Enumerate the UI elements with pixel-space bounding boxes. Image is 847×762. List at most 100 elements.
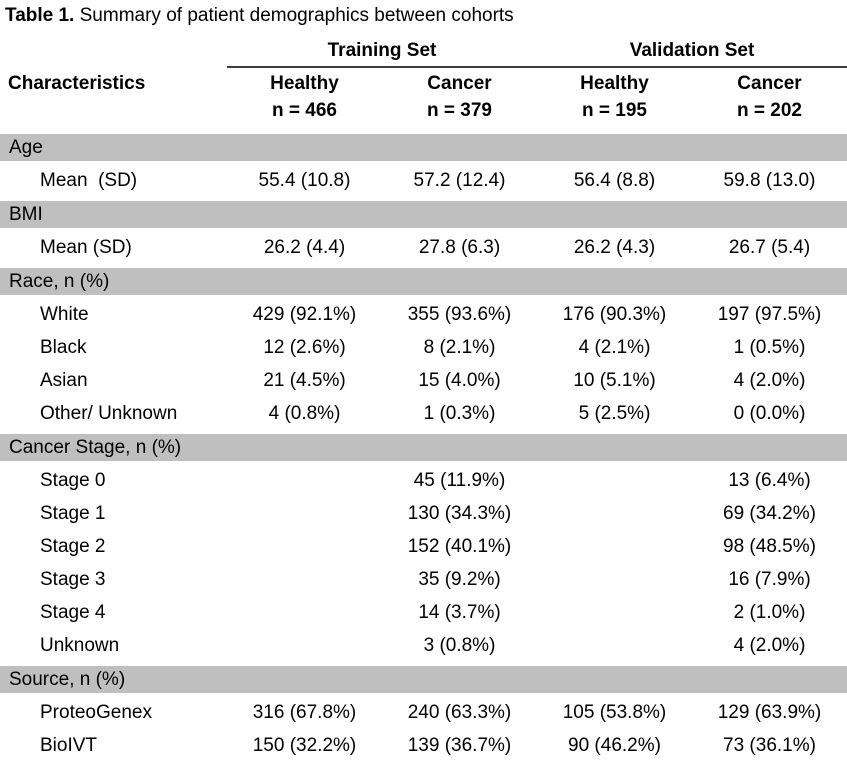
cell-value bbox=[227, 497, 382, 530]
cell-value bbox=[537, 463, 692, 498]
corner-spacer bbox=[0, 35, 227, 67]
section-header: Race, n (%) bbox=[0, 264, 847, 298]
section-band-row: Cancer Stage, n (%) bbox=[0, 430, 847, 464]
table-row: Mean (SD) 26.2 (4.4) 27.8 (6.3) 26.2 (4.3) 2… bbox=[0, 230, 847, 267]
table-row: Stage 2 152 (40.1%) 98 (48.5%) bbox=[0, 530, 847, 563]
cell-value bbox=[227, 596, 382, 629]
cell-value: 45 (11.9%) bbox=[413, 469, 506, 491]
cell-value: 152 (40.1%) bbox=[407, 535, 512, 557]
table-row: ProteoGenex 316 (67.8%) 240 (63.3%) 105 (53… bbox=[0, 695, 847, 730]
cell-value: 15 (4.0%) bbox=[418, 369, 501, 391]
cell-value: 59.8 (13.0) bbox=[723, 169, 816, 191]
cell-value: 1 (0.3%) bbox=[423, 402, 496, 424]
cell-value: 26.2 (4.4) bbox=[263, 236, 346, 258]
cell-value: 105 (53.8%) bbox=[562, 701, 667, 723]
table-title-text: Summary of patient demographics between … bbox=[79, 5, 514, 26]
demographics-table: Training Set Validation Set Characterist… bbox=[0, 35, 847, 762]
row-label: White bbox=[40, 303, 89, 325]
cell-value: 26.2 (4.3) bbox=[573, 236, 656, 258]
sample-size-training-healthy: n = 466 bbox=[272, 100, 337, 121]
cell-value: 98 (48.5%) bbox=[723, 535, 816, 557]
sample-size-validation-cancer: n = 202 bbox=[737, 100, 802, 121]
cell-value: 130 (34.3%) bbox=[407, 502, 512, 524]
cell-value: 21 (4.5%) bbox=[263, 369, 346, 391]
row-label: Stage 3 bbox=[40, 568, 106, 590]
cell-value: 14 (3.7%) bbox=[418, 601, 501, 623]
table-row: Stage 4 14 (3.7%) 2 (1.0%) bbox=[0, 596, 847, 629]
cell-value bbox=[227, 463, 382, 498]
characteristics-header: Characteristics bbox=[8, 72, 146, 94]
table-header: Training Set Validation Set Characterist… bbox=[0, 35, 847, 132]
cell-value: 1 (0.5%) bbox=[733, 336, 806, 358]
cell-value: 12 (2.6%) bbox=[263, 336, 346, 358]
column-group-row: Training Set Validation Set bbox=[0, 35, 847, 68]
row-label: Black bbox=[40, 336, 87, 358]
cell-value bbox=[227, 563, 382, 596]
cell-value: 73 (36.1%) bbox=[723, 734, 816, 756]
cell-value: 4 (0.8%) bbox=[268, 402, 341, 424]
table-row: White 429 (92.1%) 355 (93.6%) 176 (90.3%) 19… bbox=[0, 297, 847, 332]
cell-value: 240 (63.3%) bbox=[407, 701, 512, 723]
cell-value bbox=[537, 497, 692, 530]
cell-value: 4 (2.0%) bbox=[733, 369, 806, 391]
row-label: Stage 1 bbox=[40, 502, 106, 524]
cell-value: 90 (46.2%) bbox=[568, 734, 661, 756]
cell-value: 2 (1.0%) bbox=[733, 601, 806, 623]
sample-size-validation-healthy: n = 195 bbox=[582, 100, 647, 121]
col-header-training-healthy: Healthy bbox=[270, 73, 339, 94]
row-label: Mean (SD) bbox=[40, 236, 132, 258]
cell-value: 316 (67.8%) bbox=[252, 701, 357, 723]
row-label: Unknown bbox=[40, 634, 120, 656]
cell-value bbox=[537, 563, 692, 596]
sample-size-row: n = 466 n = 379 n = 195 n = 202 bbox=[0, 100, 847, 132]
table-row: Black 12 (2.6%) 8 (2.1%) 4 (2.1%) 1 (0.5%) bbox=[0, 331, 847, 364]
cell-value: 10 (5.1%) bbox=[573, 369, 656, 391]
column-header-row: Characteristics Healthy Cancer Healthy C… bbox=[0, 67, 847, 100]
group-header-training-set: Training Set bbox=[227, 35, 537, 68]
cell-value: 429 (92.1%) bbox=[252, 303, 357, 325]
cell-value: 4 (2.0%) bbox=[733, 634, 806, 656]
cell-value: 3 (0.8%) bbox=[423, 634, 496, 656]
cell-value bbox=[537, 596, 692, 629]
sample-size-spacer bbox=[0, 100, 227, 132]
table-row: Stage 3 35 (9.2%) 16 (7.9%) bbox=[0, 563, 847, 596]
cell-value: 139 (36.7%) bbox=[407, 734, 512, 756]
group-header-validation-set: Validation Set bbox=[537, 35, 847, 68]
row-label: Stage 0 bbox=[40, 469, 106, 491]
section-header: Source, n (%) bbox=[0, 662, 847, 696]
cell-value: 13 (6.4%) bbox=[728, 469, 811, 491]
section-band-row: BMI bbox=[0, 197, 847, 231]
row-label: Other/ Unknown bbox=[40, 402, 178, 424]
row-label: ProteoGenex bbox=[40, 701, 152, 723]
cell-value: 57.2 (12.4) bbox=[413, 169, 506, 191]
cell-value: 55.4 (10.8) bbox=[258, 169, 351, 191]
cell-value: 26.7 (5.4) bbox=[728, 236, 811, 258]
cell-value: 27.8 (6.3) bbox=[418, 236, 501, 258]
cell-value bbox=[227, 629, 382, 664]
cell-value: 197 (97.5%) bbox=[717, 303, 822, 325]
cell-value: 0 (0.0%) bbox=[733, 402, 806, 424]
section-band-row: Age bbox=[0, 130, 847, 164]
cell-value bbox=[537, 530, 692, 563]
cell-value: 8 (2.1%) bbox=[423, 336, 496, 358]
section-header: BMI bbox=[0, 197, 847, 231]
cell-value: 16 (7.9%) bbox=[728, 568, 811, 590]
sample-size-training-cancer: n = 379 bbox=[427, 100, 492, 121]
cell-value: 150 (32.2%) bbox=[252, 734, 357, 756]
table-row: BioIVT 150 (32.2%) 139 (36.7%) 90 (46.2%) 73… bbox=[0, 729, 847, 762]
table-number-label: Table 1. bbox=[5, 5, 75, 26]
cell-value: 35 (9.2%) bbox=[418, 568, 501, 590]
section-band-row: Source, n (%) bbox=[0, 662, 847, 696]
row-label: Asian bbox=[40, 369, 88, 391]
table-row: Unknown 3 (0.8%) 4 (2.0%) bbox=[0, 629, 847, 664]
row-label: BioIVT bbox=[40, 734, 98, 756]
section-header: Cancer Stage, n (%) bbox=[0, 430, 847, 464]
table-row: Stage 1 130 (34.3%) 69 (34.2%) bbox=[0, 497, 847, 530]
table-row: Other/ Unknown 4 (0.8%) 1 (0.3%) 5 (2.5%) 0 … bbox=[0, 397, 847, 432]
cell-value: 355 (93.6%) bbox=[407, 303, 512, 325]
cell-value: 56.4 (8.8) bbox=[573, 169, 656, 191]
cell-value: 69 (34.2%) bbox=[723, 502, 816, 524]
col-header-validation-healthy: Healthy bbox=[580, 73, 649, 94]
row-label: Stage 2 bbox=[40, 535, 106, 557]
